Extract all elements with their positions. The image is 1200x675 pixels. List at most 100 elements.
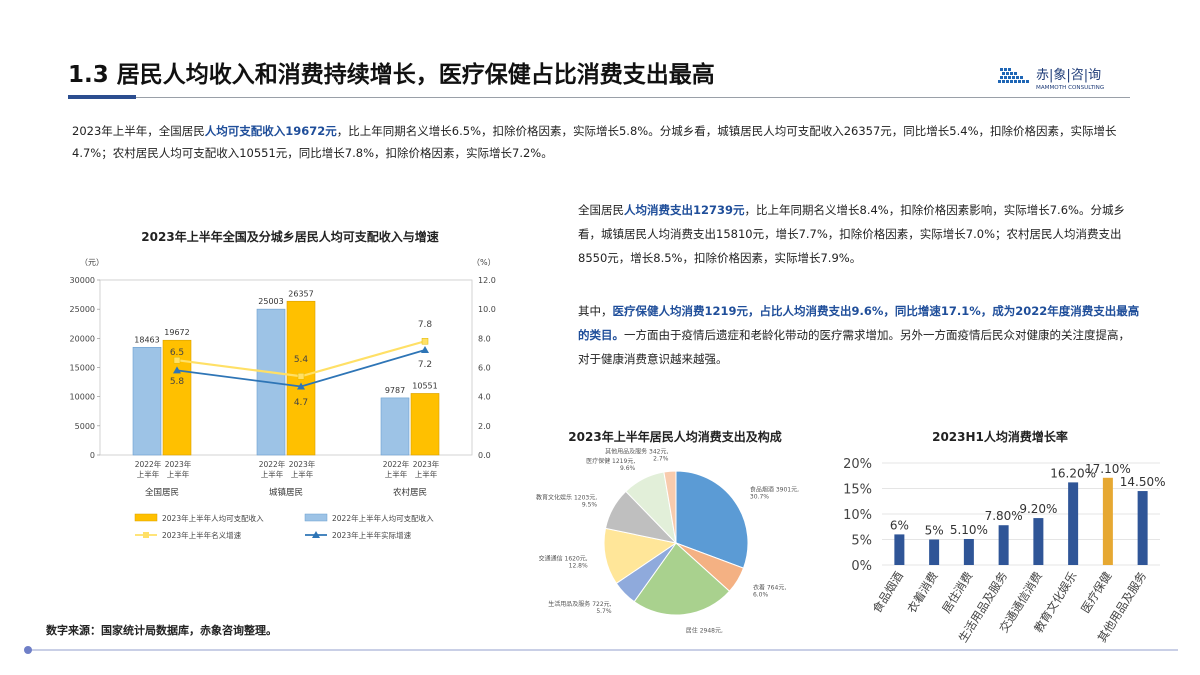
growth-bar-label: 5% xyxy=(925,524,944,538)
income-chart-axes: 0 5000 10000 15000 20000 25000 30000 0.0 2.0 4.0 6… xyxy=(70,276,496,498)
growth-line-marker xyxy=(297,373,305,380)
logo-text-cn: 赤|象|咨|询 xyxy=(1036,68,1101,83)
income-group-tick: 2022年 xyxy=(383,459,410,469)
income-bar xyxy=(132,346,162,456)
legend-marker xyxy=(143,532,149,538)
income-summary-lead: 2023年上半年，全国居民 xyxy=(72,124,205,138)
income-chart-y-tick: 0 xyxy=(90,451,95,460)
income-group-tick: 上半年 xyxy=(167,469,190,479)
pie-slice-label: 生活用品及服务 722元, xyxy=(548,600,611,608)
pie-slice xyxy=(675,470,749,569)
income-bar-label: 25003 xyxy=(258,297,283,306)
consumption-summary-lead: 全国居民 xyxy=(578,203,624,217)
pie-slice-label: 9.6% xyxy=(620,465,636,472)
growth-category-label: 衣着消费 xyxy=(904,569,940,615)
pie-slice-label: 交通通信 1620元, xyxy=(539,554,588,562)
growth-bar-label: 7.80% xyxy=(985,509,1023,523)
pie-slice-label: 其他用品及服务 342元, xyxy=(605,447,668,455)
pie-slice-label: 23.1% xyxy=(686,634,705,635)
growth-bar xyxy=(894,534,905,565)
growth-bar-label: 14.50% xyxy=(1120,475,1166,489)
footer-dot xyxy=(24,646,32,654)
legend-swatch xyxy=(304,513,328,522)
income-bar xyxy=(410,393,440,456)
page-title: 1.3 居民人均收入和消费持续增长，医疗保健占比消费支出最高 xyxy=(68,62,715,88)
mammoth-logo-mark xyxy=(998,68,1029,83)
consumption-pie-chart: 2023年上半年居民人均消费支出及构成 食品烟酒 3901元,30.7% 衣着 7… xyxy=(536,429,799,635)
pie-slice-label: 30.7% xyxy=(750,494,769,501)
income-group-tick: 2022年 xyxy=(259,459,286,469)
growth-line-marker xyxy=(421,338,429,345)
income-chart-y-tick: 20000 xyxy=(70,334,95,343)
growth-y-tick: 10% xyxy=(843,508,872,523)
pie-slice xyxy=(633,542,731,616)
growth-y-tick: 15% xyxy=(843,483,872,498)
growth-bar xyxy=(998,525,1009,565)
growth-label-on-bar: 6.5 xyxy=(170,348,184,358)
income-bar-label: 19672 xyxy=(164,328,189,337)
healthcare-summary: 其中，医疗保健人均消费1219元，占比人均消费支出9.6%，同比增速17.1%，… xyxy=(578,299,1140,371)
healthcare-summary-lead: 其中， xyxy=(578,304,613,318)
income-summary-highlight: 人均可支配收入19672元 xyxy=(204,124,337,138)
income-chart-lines: 6.5 5.8 5.4 4.7 7.8 7.2 xyxy=(170,320,433,408)
growth-y-tick: 0% xyxy=(851,559,872,574)
pie-slice-label: 12.8% xyxy=(569,562,588,569)
growth-bar-label: 9.20% xyxy=(1019,502,1057,516)
income-group-tick: 上半年 xyxy=(137,469,160,479)
pie-slice-label: 食品烟酒 3901元, xyxy=(750,486,799,494)
income-summary-rest: ，比上年同期名义增长6.5%，扣除价格因素，实际增长5.8%。分城乡看，城镇居民… xyxy=(72,124,1117,160)
growth-label-on-bar: 5.4 xyxy=(294,355,309,365)
income-chart-y2-tick: 12.0 xyxy=(478,276,496,285)
income-chart-y-tick: 10000 xyxy=(70,393,95,402)
growth-bar-label: 16.20% xyxy=(1050,466,1096,480)
legend-label: 2022年上半年人均可支配收入 xyxy=(332,513,434,523)
growth-bar xyxy=(929,539,940,565)
legend-label: 2023年上半年实际增速 xyxy=(332,530,412,540)
income-chart-y2-tick: 10.0 xyxy=(478,305,496,314)
income-group-label: 全国居民 xyxy=(145,487,179,498)
income-chart-y2-tick: 6.0 xyxy=(478,364,491,373)
pie-slice-label: 2.7% xyxy=(653,455,669,462)
income-group-label: 城镇居民 xyxy=(269,487,303,498)
pie-slice-label: 5.7% xyxy=(596,608,612,615)
growth-line-marker xyxy=(421,346,429,353)
growth-line-marker xyxy=(173,366,181,374)
growth-line-marker xyxy=(173,356,181,364)
income-chart-y2-tick: 2.0 xyxy=(478,422,491,431)
growth-bar xyxy=(1102,477,1113,565)
income-chart-title: 2023年上半年全国及分城乡居民人均可支配收入与增速 xyxy=(141,229,438,244)
income-group-tick: 上半年 xyxy=(291,469,314,479)
pie-slice xyxy=(603,527,678,585)
consumption-summary: 全国居民人均消费支出12739元，比上年同期名义增长8.4%，扣除价格因素影响，… xyxy=(578,198,1140,270)
income-bar xyxy=(380,397,410,456)
growth-label-above: 7.2 xyxy=(418,360,432,370)
growth-rate-chart: 2023H1人均消费增长率 0%5%10%15%20%食品烟酒衣着消费居住消费生… xyxy=(843,429,1166,645)
growth-bar xyxy=(963,538,974,565)
growth-category-label: 医疗保健 xyxy=(1078,569,1115,616)
growth-label-above: 7.8 xyxy=(418,320,433,330)
income-group-tick: 上半年 xyxy=(385,469,408,479)
logo-text-en: MAMMOTH CONSULTING xyxy=(1036,85,1104,91)
growth-bar-label: 17.10% xyxy=(1085,462,1131,476)
growth-rate-title: 2023H1人均消费增长率 xyxy=(932,429,1068,444)
income-chart-y2-tick: 0.0 xyxy=(478,451,491,460)
growth-y-tick: 5% xyxy=(851,534,872,549)
title-divider xyxy=(68,97,1130,98)
income-summary: 2023年上半年，全国居民人均可支配收入19672元，比上年同期名义增长6.5%… xyxy=(72,120,1132,164)
pie-slice-label: 教育文化娱乐 1203元, xyxy=(536,494,597,502)
income-chart-y2-unit: （%） xyxy=(472,258,496,267)
legend-swatch xyxy=(134,513,158,522)
growth-label-on-bar: 4.7 xyxy=(294,398,308,408)
income-chart-y-tick: 25000 xyxy=(70,305,95,314)
income-chart: 2023年上半年全国及分城乡居民人均可支配收入与增速 （元） （%） 0 5000… xyxy=(70,229,496,540)
consumption-summary-highlight: 人均消费支出12739元 xyxy=(624,203,745,217)
income-group-tick: 上半年 xyxy=(415,469,438,479)
income-group-tick: 2022年 xyxy=(135,459,162,469)
growth-bar-label: 5.10% xyxy=(950,523,988,537)
growth-bar-label: 6% xyxy=(890,518,909,532)
growth-bar xyxy=(1068,482,1079,565)
pie-slice-label: 9.5% xyxy=(582,502,598,509)
title-divider-accent xyxy=(68,95,136,99)
consumption-pie-title: 2023年上半年居民人均消费支出及构成 xyxy=(568,429,781,444)
growth-label-on-bar: 5.8 xyxy=(170,377,185,387)
